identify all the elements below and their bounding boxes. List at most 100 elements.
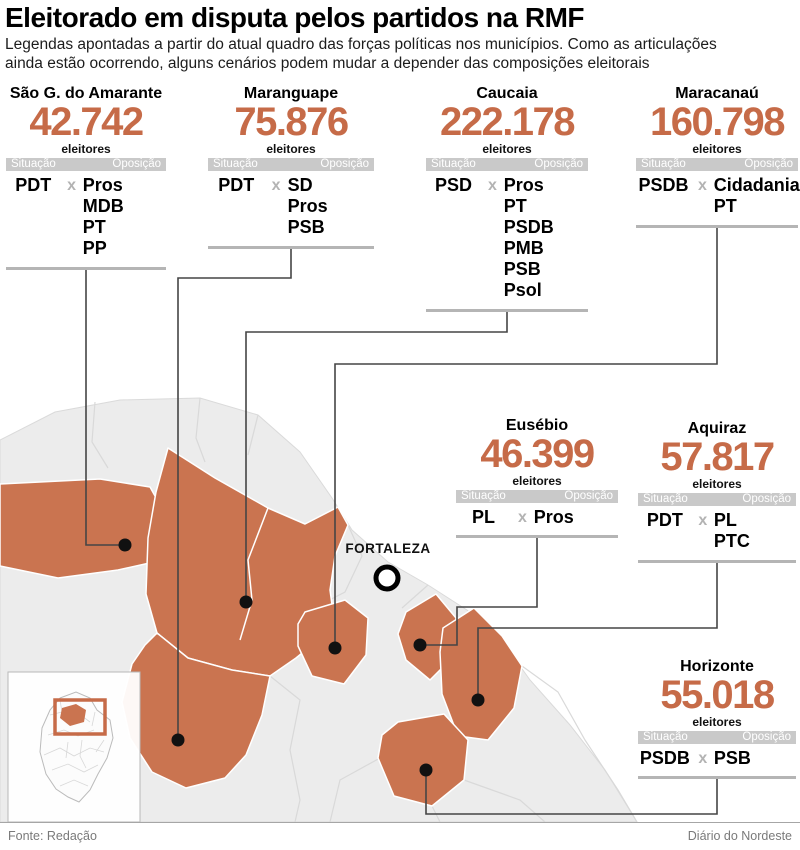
voters-count: 222.178	[439, 100, 576, 144]
opposition-label: Oposição	[742, 731, 791, 743]
voters-label: eleitores	[692, 142, 742, 156]
situation-label: Situação	[461, 490, 506, 502]
dot-aquiraz	[471, 693, 485, 707]
rmf-highlight-box	[53, 698, 107, 736]
voters-count: 160.798	[649, 100, 786, 144]
dot-maranguape	[171, 733, 185, 747]
card-maracanau: Maracanaú 160.798 eleitores Situação Opo…	[636, 85, 800, 228]
card-underline	[636, 225, 798, 228]
municipality-name: Caucaia	[476, 85, 538, 102]
opposition-label: Oposição	[564, 490, 613, 502]
inset-rmf-fill	[60, 704, 86, 726]
leader-eusebio	[420, 538, 538, 646]
municipality-name: São G. do Amarante	[9, 85, 163, 102]
dot-caucaia	[239, 595, 253, 609]
leader-aquiraz	[477, 563, 718, 700]
dot-sao-goncalo	[118, 538, 132, 552]
opposition-parties: PL PTC	[713, 510, 750, 551]
voters-count: 46.399	[480, 432, 595, 476]
parties-row: PL x Pros	[456, 507, 618, 528]
card-aquiraz: Aquiraz 57.817 eleitores Situação Oposiç…	[638, 420, 796, 563]
versus-mark: x	[697, 177, 707, 194]
opposition-label: Oposição	[320, 158, 369, 170]
situation-party: PSDB	[638, 175, 689, 195]
opposition-parties: Pros MDB PT PP	[82, 175, 124, 258]
card-underline	[638, 776, 796, 779]
page-title: Eleitorado em disputa pelos partidos na …	[5, 2, 585, 33]
fortaleza-marker	[373, 564, 401, 592]
leader-maracanau	[334, 228, 718, 648]
opposition-parties: SD Pros PSB	[287, 175, 328, 237]
dot-eusebio	[413, 638, 427, 652]
situation-label: Situação	[643, 493, 688, 505]
versus-mark: x	[698, 512, 708, 529]
voters-count: 42.742	[29, 100, 144, 144]
voters-count: 55.018	[660, 673, 775, 717]
municipality-name: Maracanaú	[675, 85, 759, 102]
voters-count: 75.876	[234, 100, 349, 144]
map-region-maranguape	[121, 632, 271, 789]
municipality-name: Aquiraz	[687, 420, 747, 437]
situation-party: PSDB	[639, 748, 690, 768]
card-caucaia: Caucaia 222.178 eleitores Situação Oposi…	[426, 85, 588, 312]
leader-sao-goncalo	[85, 270, 125, 546]
opposition-label: Oposição	[112, 158, 161, 170]
situation-party: PDT	[218, 175, 255, 195]
situation-opposition-band: Situação Oposição	[456, 490, 618, 503]
footer-source: Fonte: Redação	[8, 829, 97, 843]
leader-lines	[85, 228, 718, 815]
opposition-label: Oposição	[744, 158, 793, 170]
region-divider	[239, 507, 269, 641]
opposition-parties: Pros	[533, 507, 574, 527]
versus-mark: x	[698, 750, 708, 767]
card-underline	[456, 535, 618, 538]
leader-caucaia	[245, 312, 508, 602]
parties-row: PSDB x PSB	[638, 748, 796, 769]
map-region-aquiraz	[439, 607, 523, 741]
parties-row: PDT x Pros MDB PT PP	[6, 175, 166, 259]
situation-party: PDT	[15, 175, 52, 195]
voters-label: eleitores	[692, 477, 742, 491]
voters-label: eleitores	[266, 142, 316, 156]
opposition-parties: Pros PT PSDB PMB PSB Psol	[503, 175, 554, 300]
situation-opposition-band: Situação Oposição	[636, 158, 798, 171]
footer-divider	[0, 822, 800, 823]
map-region-horizonte	[377, 713, 469, 807]
leader-horizonte	[425, 772, 718, 815]
situation-opposition-band: Situação Oposição	[208, 158, 374, 171]
municipality-name: Horizonte	[680, 658, 754, 675]
map-region-sao-goncalo	[0, 478, 170, 579]
situation-label: Situação	[641, 158, 686, 170]
voters-label: eleitores	[61, 142, 111, 156]
card-underline	[638, 560, 796, 563]
dot-horizonte	[419, 763, 433, 777]
municipality-name: Eusébio	[505, 417, 569, 434]
voters-label: eleitores	[482, 142, 532, 156]
parties-row: PDT x PL PTC	[638, 510, 796, 552]
versus-mark: x	[67, 177, 77, 194]
opposition-parties: Cidadania PT	[713, 175, 800, 216]
situation-party: PL	[472, 507, 496, 527]
situation-label: Situação	[431, 158, 476, 170]
inset-map	[7, 671, 141, 823]
situation-label: Situação	[11, 158, 56, 170]
opposition-label: Oposição	[534, 158, 583, 170]
header: Eleitorado em disputa pelos partidos na …	[5, 2, 797, 73]
ceara-outline	[39, 691, 114, 803]
fortaleza-label: FORTALEZA	[345, 541, 430, 556]
parties-row: PSD x Pros PT PSDB PMB PSB Psol	[426, 175, 588, 301]
situation-party: PSD	[435, 175, 473, 195]
voters-label: eleitores	[692, 715, 742, 729]
opposition-parties: PSB	[713, 748, 751, 768]
card-underline	[208, 246, 374, 249]
situation-opposition-band: Situação Oposição	[426, 158, 588, 171]
leader-maranguape	[177, 249, 292, 740]
opposition-label: Oposição	[742, 493, 791, 505]
situation-label: Situação	[643, 731, 688, 743]
card-eusebio: Eusébio 46.399 eleitores Situação Oposiç…	[456, 417, 618, 538]
card-horizonte: Horizonte 55.018 eleitores Situação Opos…	[638, 658, 796, 779]
dot-maracanau	[328, 641, 342, 655]
municipality-name: Maranguape	[243, 85, 339, 102]
situation-opposition-band: Situação Oposição	[638, 731, 796, 744]
